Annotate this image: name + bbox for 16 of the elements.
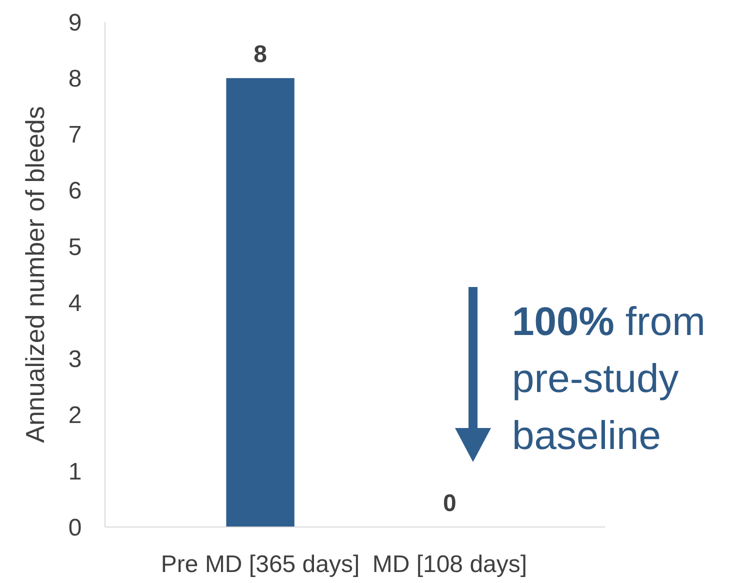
annotation: 100% from pre-study baseline [512,300,706,458]
y-tick-label: 4 [68,290,82,317]
y-tick-label: 3 [68,346,82,374]
data-label: 8 [254,41,267,68]
y-tick-label: 9 [68,9,82,36]
y-tick-label: 6 [68,178,82,205]
y-tick-label: 0 [68,514,82,542]
x-tick-label: MD [108 days] [372,551,528,578]
y-tick-label: 1 [68,458,82,486]
x-tick-label: Pre MD [365 days] [160,551,360,578]
y-tick-label: 8 [68,66,82,93]
y-tick-label: 5 [68,234,82,261]
y-axis-title: Annualized number of bleeds [20,106,50,443]
data-label: 0 [443,490,456,517]
y-tick-label: 2 [68,402,82,430]
y-tick-label: 7 [68,122,82,149]
